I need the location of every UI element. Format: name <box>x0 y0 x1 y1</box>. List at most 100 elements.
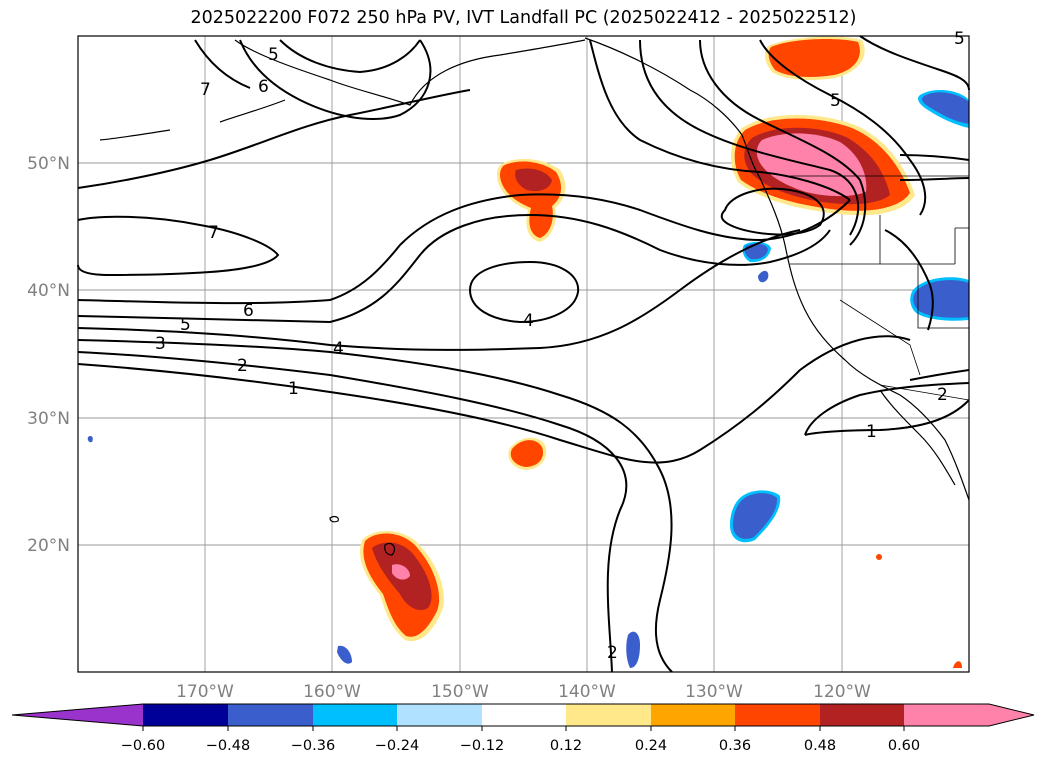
colorbar: −0.60 −0.48 −0.36 −0.24 −0.12 0.12 0.24 … <box>11 703 1035 754</box>
ivt-neg-sw <box>337 645 352 664</box>
pv-contour-7-upper <box>194 39 251 89</box>
colorbar-extend-low <box>12 704 143 726</box>
pv-contour-1c <box>804 399 970 436</box>
pv-label: 2 <box>607 643 618 663</box>
pv-contour-1b <box>804 382 970 436</box>
colorbar-tick-label: 0.12 <box>550 738 582 754</box>
ivt-neg-se-036 <box>733 493 778 539</box>
ivt-neg-w <box>87 435 93 443</box>
pv-label: 5 <box>954 29 965 49</box>
colorbar-tick-label: 0.48 <box>804 738 836 754</box>
colorbar-tick-label: 0.36 <box>719 738 751 754</box>
pv-contour-7-closed <box>77 215 280 277</box>
pv-label: 3 <box>155 334 166 354</box>
pv-label: 5 <box>180 315 191 335</box>
ivt-neg-ne-036 <box>922 92 969 124</box>
coastlines <box>99 37 970 556</box>
colorbar-segment <box>228 704 313 726</box>
pv-label: 1 <box>288 379 299 399</box>
coast-aleutians-2 <box>99 129 171 141</box>
colorbar-segment <box>143 704 228 726</box>
ivt-blob-mid-048 <box>515 168 552 192</box>
lon-label: 120°W <box>813 682 871 702</box>
pv-contour-4-closed <box>468 260 580 324</box>
colorbar-ticks <box>142 726 905 731</box>
colorbar-tick-label: −0.24 <box>375 738 419 754</box>
lat-label: 40°N <box>27 281 70 301</box>
lon-label: 130°W <box>685 682 743 702</box>
pv-contour-3 <box>77 339 673 673</box>
pv-contour-5-upper <box>279 39 421 74</box>
pv-contour-arc4 <box>759 39 927 216</box>
pv-contour-labels: 5 6 7 7 6 5 4 3 2 1 4 5 1 2 2 5 <box>155 29 965 663</box>
colorbar-segment <box>482 704 566 726</box>
borders <box>790 175 970 401</box>
pv-label: 7 <box>208 223 219 243</box>
lat-label: 50°N <box>27 154 70 174</box>
pv-contour-arc1 <box>589 39 851 201</box>
pv-label: 4 <box>523 311 534 331</box>
pv-contour-arc6 <box>899 154 970 161</box>
colorbar-tick-label: 0.60 <box>888 738 920 754</box>
colorbar-tick-label: −0.60 <box>121 738 165 754</box>
ivt-neg-s <box>626 631 640 668</box>
ivt-blob-ne-036 <box>768 39 860 78</box>
colorbar-segment <box>397 704 482 726</box>
lon-label: 160°W <box>303 682 361 702</box>
pv-contour-6-upper <box>239 39 432 121</box>
lat-label: 30°N <box>27 409 70 429</box>
colorbar-tick-label: −0.48 <box>206 738 250 754</box>
ivt-blob-hi-060 <box>392 564 410 580</box>
colorbar-segment <box>735 704 820 726</box>
coast-west-na <box>584 37 970 501</box>
pv-label: 4 <box>333 339 344 359</box>
colorbar-segment-top <box>904 704 1034 726</box>
ivt-blob-sub-036 <box>510 440 544 467</box>
pv-contour-closed-coast <box>720 187 825 236</box>
border-us-mexico <box>879 384 970 401</box>
pv-contour-e1 <box>884 229 934 331</box>
pv-label: 1 <box>866 422 877 442</box>
ivt-neg-coast2 <box>758 270 769 283</box>
pv-contour-2b <box>909 369 970 381</box>
pv-label: 2 <box>937 385 948 405</box>
pv-label: 5 <box>830 91 841 111</box>
coast-alaska <box>234 39 586 106</box>
coast-aleutians-1 <box>219 99 286 123</box>
pv-contour-5 <box>77 213 831 324</box>
pv-contour-6 <box>77 193 851 305</box>
colorbar-segment <box>566 704 651 726</box>
colorbar-segment <box>313 704 397 726</box>
pv-label: 6 <box>258 77 269 97</box>
coast-baja <box>879 389 956 486</box>
colorbar-segment <box>651 704 735 726</box>
lat-axis-labels: 50°N 40°N 30°N 20°N <box>27 154 70 556</box>
pv-contour-1 <box>77 335 911 464</box>
pv-contour-arc7 <box>899 177 970 181</box>
pv-contour-arc5 <box>859 35 970 91</box>
map-frame <box>77 35 970 673</box>
colorbar-tick-label: −0.12 <box>460 738 504 754</box>
pv-contour-arc2 <box>639 39 860 236</box>
coast-hawaii-small <box>329 515 339 523</box>
pv-label: 2 <box>237 356 248 376</box>
pv-contour-4 <box>77 229 801 351</box>
lon-label: 170°W <box>176 682 234 702</box>
lon-label: 140°W <box>558 682 616 702</box>
pv-label: 7 <box>200 80 211 100</box>
ivt-negative-fills <box>87 89 969 668</box>
border-nv-ut <box>917 264 969 329</box>
coast-hawaii-big <box>384 542 396 556</box>
pv-contour-arc3 <box>699 39 867 246</box>
pv-contours <box>77 35 970 673</box>
pv-contour-7 <box>77 89 471 189</box>
colorbar-tick-label: 0.24 <box>635 738 667 754</box>
pv-contour-2 <box>77 351 628 673</box>
border-wy <box>954 227 969 264</box>
lon-label: 150°W <box>431 682 489 702</box>
ivt-neg-e-036 <box>913 280 969 318</box>
lon-axis-labels: 170°W 160°W 150°W 140°W 130°W 120°W <box>176 682 871 702</box>
colorbar-tick-label: −0.36 <box>291 738 335 754</box>
ivt-blob-small-1 <box>876 554 882 560</box>
